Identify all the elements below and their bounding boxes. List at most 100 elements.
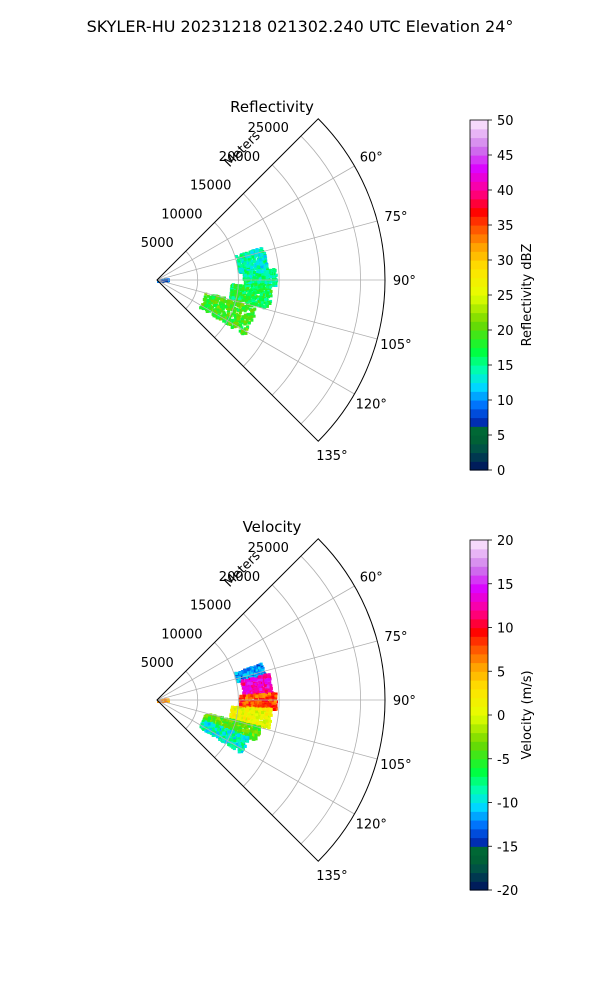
radar-gate — [216, 728, 220, 732]
colorbar-tick-label: 30 — [497, 254, 514, 269]
radar-gate — [248, 270, 252, 274]
azimuth-tick-label: 75° — [384, 630, 407, 645]
radar-gate — [246, 687, 250, 691]
radar-gate — [227, 309, 231, 313]
radar-gate — [259, 262, 263, 266]
radar-gate — [207, 304, 211, 308]
radar-gate — [242, 258, 246, 262]
radar-gate — [237, 671, 241, 675]
radar-gate — [255, 267, 259, 270]
radar-gate — [246, 252, 250, 256]
radar-gate — [242, 673, 246, 677]
radar-gate — [255, 721, 259, 725]
radar-gate — [271, 269, 275, 273]
radar-gate — [257, 716, 261, 720]
radar-gate — [243, 320, 247, 324]
radar-gate — [217, 310, 221, 314]
radar-gate — [243, 313, 247, 317]
radar-gate — [244, 724, 248, 728]
radar-gate — [254, 689, 258, 693]
colorbar-tick-label: 5 — [497, 429, 505, 444]
azimuth-spoke — [156, 279, 355, 395]
azimuth-spoke — [156, 699, 355, 815]
radar-gate — [255, 277, 259, 281]
radar-gate — [267, 694, 271, 698]
radar-gate — [241, 286, 245, 290]
radar-gate — [258, 675, 262, 679]
radar-gate — [211, 296, 215, 300]
azimuth-tick-label: 135° — [316, 449, 347, 464]
sector-outline — [156, 118, 386, 442]
radar-gate — [265, 712, 268, 716]
radar-gate — [233, 306, 236, 310]
radar-gate — [214, 309, 217, 313]
radar-gate — [247, 710, 251, 714]
radar-gate — [236, 317, 240, 321]
radar-gate — [230, 716, 234, 720]
radar-gate — [260, 715, 264, 719]
radar-gate — [232, 297, 236, 301]
radar-gate — [250, 717, 254, 721]
radar-gate — [241, 719, 245, 723]
radar-gate — [241, 736, 245, 740]
radar-gate — [250, 251, 254, 254]
colorbar-segment — [470, 706, 488, 716]
radar-gate — [239, 713, 243, 717]
radar-gate — [253, 293, 257, 297]
radar-gate — [261, 711, 264, 714]
radar-gate — [246, 279, 250, 283]
radar-gate — [247, 316, 251, 320]
radar-gate — [247, 717, 250, 720]
radar-gate — [215, 722, 219, 726]
radar-gate — [240, 679, 244, 683]
radar-gate — [265, 275, 269, 279]
radar-gate — [233, 314, 237, 317]
radar-gate — [258, 258, 262, 262]
radar-gate — [236, 294, 240, 298]
radial-tick-label: 15000 — [190, 599, 231, 614]
radar-gate — [205, 308, 208, 312]
colorbar-segment — [470, 443, 488, 454]
radar-gate — [246, 668, 250, 672]
colorbar-segment — [470, 548, 488, 559]
radar-gate — [250, 695, 254, 699]
radar-gate — [272, 281, 276, 285]
radar-gate — [245, 682, 249, 686]
radar-gate — [252, 669, 256, 673]
radar-gate — [235, 255, 238, 258]
radar-gate — [244, 270, 248, 274]
colorbar-segment — [470, 330, 488, 340]
radar-gate — [235, 287, 239, 291]
radar-gate — [250, 266, 254, 270]
radar-gate — [264, 689, 268, 693]
colorbar-segment — [470, 365, 488, 375]
radar-gate — [240, 742, 244, 746]
radar-gate — [233, 737, 236, 741]
colorbar-segment — [470, 750, 488, 760]
sector-outline — [156, 538, 386, 862]
colorbar-segment — [470, 680, 488, 690]
colorbar-tick-label: -20 — [497, 884, 518, 899]
radar-gate — [263, 294, 267, 298]
radial-tick-label: 5000 — [141, 656, 174, 671]
radar-gate — [258, 663, 262, 667]
radar-gate — [206, 294, 210, 298]
radar-gate — [252, 308, 256, 312]
colorbar-segment — [470, 128, 488, 139]
radar-gate — [245, 303, 249, 307]
radar-gate — [240, 744, 244, 748]
radar-gate — [264, 684, 268, 687]
radar-gate — [248, 312, 252, 316]
colorbar-segment — [470, 347, 488, 357]
radar-gate — [262, 721, 266, 725]
radar-gate — [264, 256, 268, 260]
radar-gate — [267, 713, 270, 717]
radar-gate — [226, 727, 230, 731]
radar-gate — [244, 673, 248, 677]
radial-tick-label: 25000 — [248, 541, 289, 556]
colorbar-segment — [470, 242, 488, 252]
figure-title: SKYLER-HU 20231218 021302.240 UTC Elevat… — [87, 17, 514, 36]
radar-gate — [265, 262, 268, 266]
radar-gate — [208, 714, 212, 718]
radar-gate — [251, 302, 255, 306]
